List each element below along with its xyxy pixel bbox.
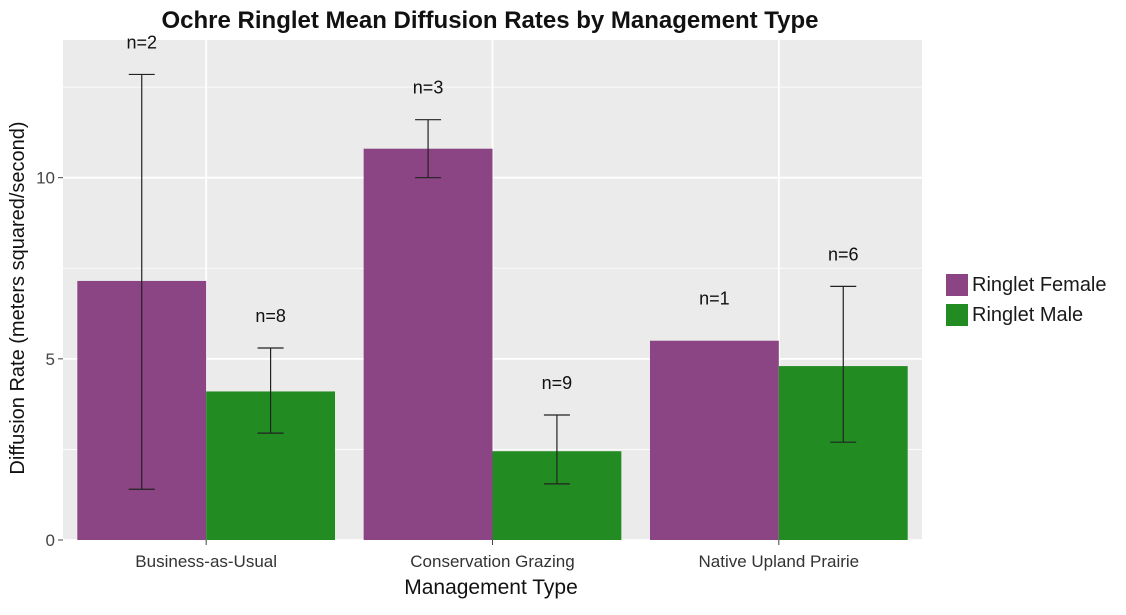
y-tick-label: 10 <box>36 169 55 188</box>
bar <box>649 340 779 540</box>
legend: Ringlet Female Ringlet Male <box>946 270 1107 330</box>
n-label: n=6 <box>828 244 859 264</box>
y-tick-label: 5 <box>46 350 55 369</box>
legend-item-male: Ringlet Male <box>946 300 1107 330</box>
x-tick-label: Conservation Grazing <box>410 552 574 571</box>
legend-swatch-male <box>946 304 968 326</box>
x-axis-label: Management Type <box>404 576 578 599</box>
y-axis-label: Diffusion Rate (meters squared/second) <box>7 121 29 474</box>
n-label: n=2 <box>126 32 157 52</box>
legend-swatch-female <box>946 274 968 296</box>
legend-item-female: Ringlet Female <box>946 270 1107 300</box>
legend-label-female: Ringlet Female <box>972 273 1107 296</box>
n-label: n=8 <box>255 306 286 326</box>
x-tick-label: Native Upland Prairie <box>699 552 860 571</box>
y-tick-label: 0 <box>46 531 55 550</box>
legend-label-male: Ringlet Male <box>972 303 1084 326</box>
n-label: n=1 <box>699 289 730 309</box>
n-label: n=3 <box>413 78 444 98</box>
chart-title: Ochre Ringlet Mean Diffusion Rates by Ma… <box>162 7 819 34</box>
bar <box>363 148 493 540</box>
x-tick-label: Business-as-Usual <box>135 552 277 571</box>
n-label: n=9 <box>542 373 573 393</box>
